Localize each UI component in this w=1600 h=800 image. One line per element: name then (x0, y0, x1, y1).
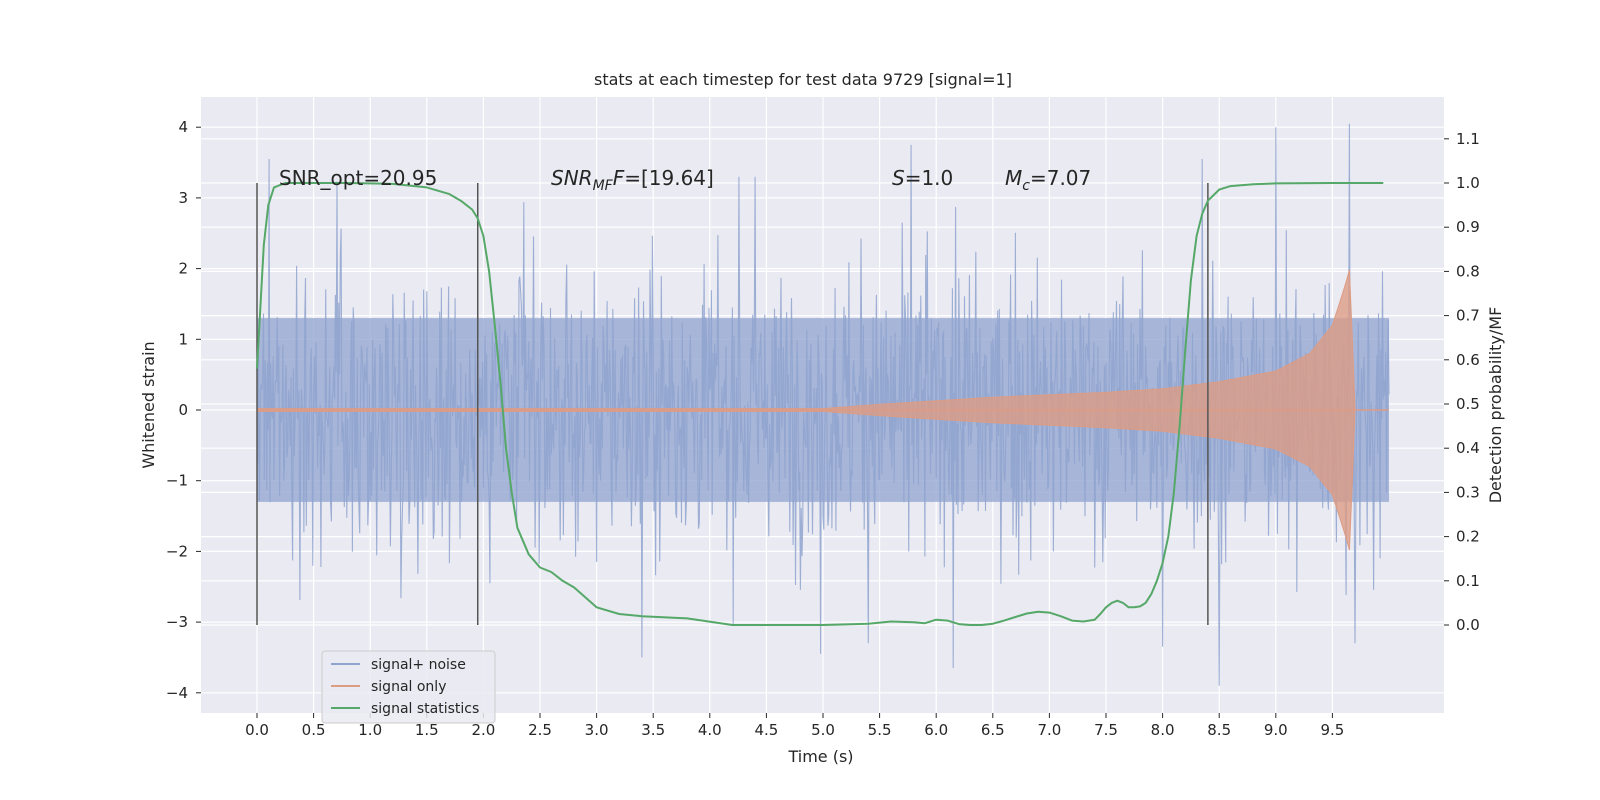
annotation-mc-symbol: M (1005, 166, 1022, 190)
signal-statistics-line (256, 182, 1384, 626)
y-tick-label: −2 (166, 542, 188, 560)
annotation-snr-mf: SNRMFF=[19.64] (551, 166, 714, 194)
y-right-tick-label: 0.7 (1456, 307, 1480, 325)
y-tick-label: 4 (178, 118, 188, 136)
y-axis-ticks: 4 3 2 1 0 −1 −2 −3 −4 (166, 118, 201, 702)
legend-label-signal-noise: signal+ noise (371, 657, 466, 673)
annotations: SNR_opt=20.95 SNRMFF=[19.64] S=1.0 Mc=7.… (279, 166, 1091, 194)
vertical-markers (256, 183, 1209, 625)
x-tick-label: 8.0 (1151, 721, 1175, 739)
signal-only-series (256, 269, 1389, 551)
annotation-mc-subscript: c (1022, 178, 1030, 194)
annotation-s-value: =1.0 (905, 166, 954, 190)
y-right-tick-label: 1.1 (1456, 130, 1480, 148)
legend-box (321, 650, 496, 724)
annotation-s: S=1.0 (892, 166, 953, 190)
annotation-s-symbol: S (892, 166, 905, 190)
y-right-tick-label: 1.0 (1456, 174, 1480, 192)
x-tick-label: 6.5 (981, 721, 1005, 739)
x-tick-label: 5.5 (868, 721, 892, 739)
x-tick-label: 9.0 (1264, 721, 1288, 739)
x-axis-ticks: 0.0 0.5 1.0 1.5 2.0 2.5 3.0 3.5 4.0 4.5 5.0 5.5 6.0 6… (245, 713, 1344, 739)
y-right-tick-label: 0.6 (1456, 351, 1480, 369)
annotation-snr-mf-f: F (613, 166, 625, 190)
x-tick-label: 7.0 (1037, 721, 1061, 739)
y-tick-label: −3 (166, 613, 188, 631)
y-axis-label: Whitened strain (139, 341, 158, 468)
annotation-mc-value: =7.07 (1030, 166, 1091, 190)
x-tick-label: 5.0 (811, 721, 835, 739)
x-tick-label: 9.5 (1320, 721, 1344, 739)
y-right-tick-label: 0.8 (1456, 262, 1480, 280)
signal-statistics-series (256, 182, 1384, 626)
x-tick-label: 3.0 (585, 721, 609, 739)
y-tick-label: 3 (178, 189, 188, 207)
x-axis-label: Time (s) (787, 747, 853, 766)
y-right-tick-label: 0.4 (1456, 439, 1480, 457)
annotation-snr-mf-subscript: MF (593, 178, 614, 194)
legend: signal+ noise signal only signal statist… (321, 650, 496, 724)
x-tick-label: 4.0 (698, 721, 722, 739)
x-tick-label: 3.5 (641, 721, 665, 739)
annotation-snr-opt: SNR_opt=20.95 (279, 166, 437, 190)
y-right-tick-label: 0.0 (1456, 616, 1480, 634)
x-tick-label: 8.5 (1207, 721, 1231, 739)
y-tick-label: −1 (166, 472, 188, 490)
y-tick-label: 2 (178, 260, 188, 278)
x-tick-label: 1.0 (358, 721, 382, 739)
x-tick-label: 4.5 (754, 721, 778, 739)
annotation-mc: Mc=7.07 (1005, 166, 1091, 194)
x-tick-label: 0.0 (245, 721, 269, 739)
chart-title: stats at each timestep for test data 972… (594, 70, 1012, 89)
x-tick-label: 7.5 (1094, 721, 1118, 739)
x-tick-label: 0.5 (302, 721, 326, 739)
y-axis-right-ticks: 1.1 1.0 0.9 0.8 0.7 0.6 0.5 0.4 0.3 0.2 0.1 0.0 (1444, 130, 1480, 634)
y-right-tick-label: 0.3 (1456, 483, 1480, 501)
annotation-snr-mf-value: =[19.64] (624, 166, 714, 190)
y-right-tick-label: 0.2 (1456, 528, 1480, 546)
x-tick-label: 2.5 (528, 721, 552, 739)
legend-label-signal-statistics: signal statistics (371, 701, 479, 717)
x-tick-label: 2.0 (471, 721, 495, 739)
y-axis-right-label: Detection probability/MF (1486, 307, 1505, 504)
y-right-tick-label: 0.9 (1456, 218, 1480, 236)
y-tick-label: 1 (178, 330, 188, 348)
x-tick-label: 6.0 (924, 721, 948, 739)
y-tick-label: −4 (166, 684, 188, 702)
legend-label-signal-only: signal only (371, 679, 446, 695)
x-tick-label: 1.5 (415, 721, 439, 739)
y-right-tick-label: 0.1 (1456, 572, 1480, 590)
y-right-tick-label: 0.5 (1456, 395, 1480, 413)
y-tick-label: 0 (178, 401, 188, 419)
annotation-snr-mf-symbol: SNR (551, 166, 593, 190)
